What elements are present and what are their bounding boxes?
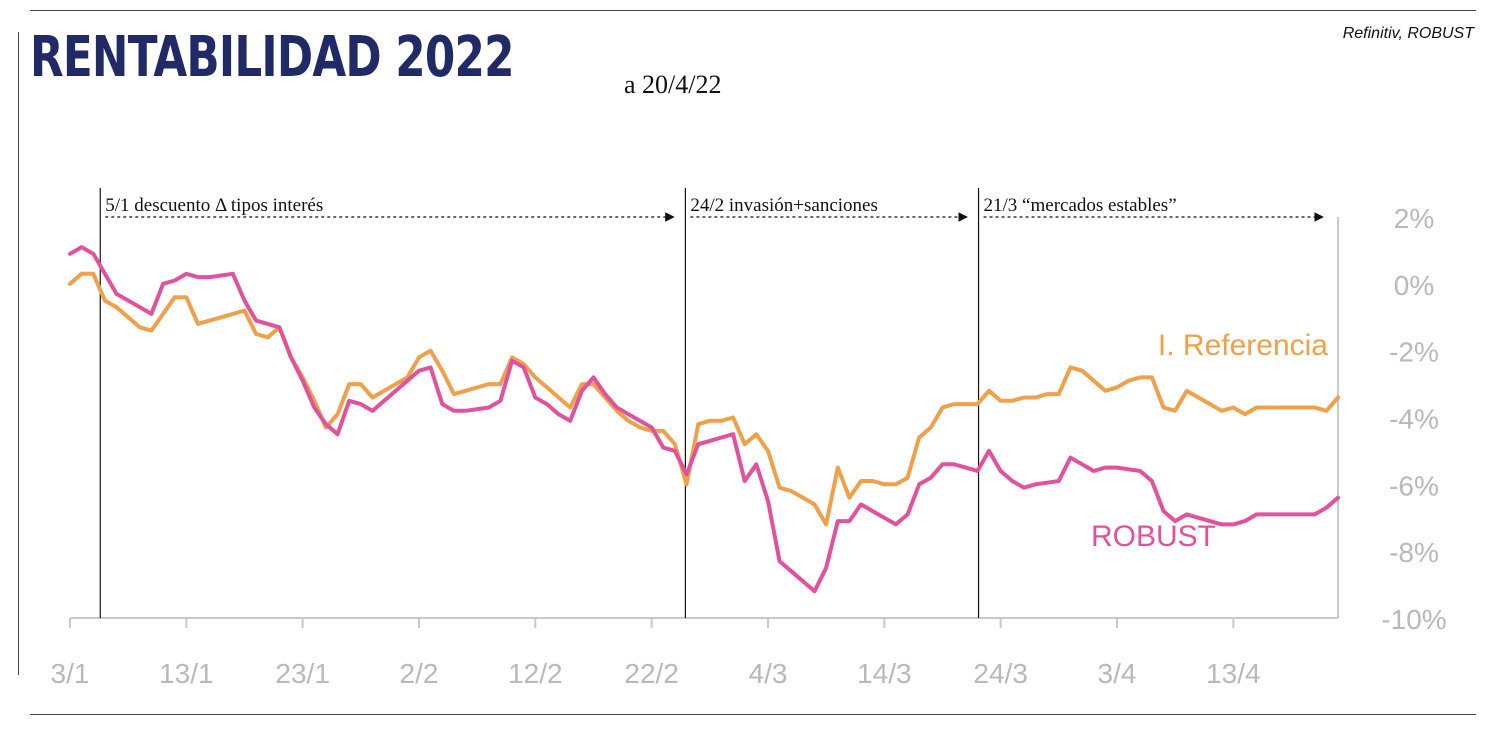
top-rule (30, 10, 1476, 11)
x-tick-label: 4/3 (749, 658, 788, 689)
y-tick-label: -4% (1389, 404, 1439, 435)
series-label-referencia: I. Referencia (1158, 329, 1328, 362)
x-tick-label: 24/3 (973, 658, 1028, 689)
event-label: 21/3 “mercados estables” (984, 195, 1177, 216)
x-tick-label: 22/2 (624, 658, 679, 689)
x-tick-label: 14/3 (857, 658, 912, 689)
x-tick-label: 23/1 (275, 658, 330, 689)
y-tick-label: -8% (1389, 537, 1439, 568)
series-label-robust: ROBUST (1091, 520, 1216, 553)
x-tick-label: 13/1 (159, 658, 214, 689)
y-tick-label: 2% (1394, 203, 1434, 234)
y-tick-label: -2% (1389, 337, 1439, 368)
chart-title: RENTABILIDAD 2022 (30, 25, 514, 90)
x-tick-label: 13/4 (1206, 658, 1261, 689)
event-label: 24/2 invasión+sanciones (690, 195, 878, 216)
x-tick-label: 3/1 (51, 658, 90, 689)
chart-subtitle: a 20/4/22 (624, 70, 722, 99)
x-tick-label: 3/4 (1098, 658, 1137, 689)
y-tick-label: 0% (1394, 270, 1434, 301)
source-note: Refinitiv, ROBUST (1342, 25, 1474, 42)
event-label: 5/1 descuento Δ tipos interés (105, 195, 323, 216)
series-line-robust (68, 245, 1340, 594)
x-tick-label: 12/2 (508, 658, 563, 689)
series-line-i-referencia (68, 271, 1340, 527)
y-tick-label: -10% (1381, 604, 1446, 635)
left-rule (18, 32, 19, 675)
x-tick-label: 2/2 (400, 658, 439, 689)
y-tick-label: -6% (1389, 470, 1439, 501)
bottom-rule (30, 714, 1476, 715)
